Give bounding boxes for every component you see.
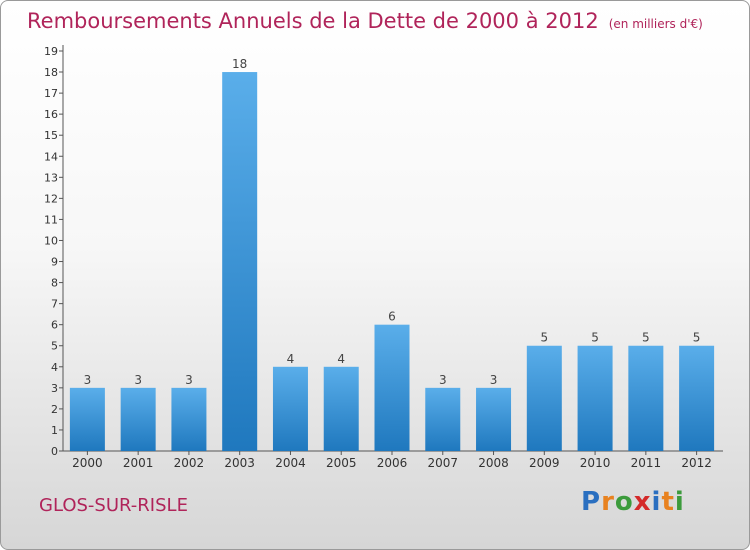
y-tick-label: 3 bbox=[51, 382, 58, 395]
x-tick-label: 2007 bbox=[427, 456, 458, 470]
bar-2011 bbox=[628, 345, 664, 451]
logo-letter: t bbox=[661, 487, 675, 517]
bar-value-label: 3 bbox=[490, 373, 498, 387]
x-tick-label: 2002 bbox=[174, 456, 205, 470]
y-tick-label: 0 bbox=[51, 445, 58, 458]
y-tick-label: 14 bbox=[44, 150, 58, 163]
x-tick-label: 2008 bbox=[478, 456, 509, 470]
bar-2009 bbox=[526, 345, 562, 451]
bar-value-label: 18 bbox=[232, 57, 247, 71]
bar-2005 bbox=[323, 366, 359, 451]
x-tick-label: 2000 bbox=[72, 456, 103, 470]
x-axis: 2000 2001 2002 2003 2004 2005 2006 2007 2008 2009… bbox=[63, 450, 723, 470]
logo-letter: x bbox=[633, 487, 652, 517]
bars: 3 3 3 18 4 4 6 3 3 5 5 5 5 bbox=[69, 57, 715, 451]
logo-letter: r bbox=[601, 487, 615, 517]
chart-title: Remboursements Annuels de la Dette de 20… bbox=[27, 9, 703, 33]
bar-2012 bbox=[679, 345, 715, 451]
y-tick-label: 5 bbox=[51, 340, 58, 353]
bar-value-label: 5 bbox=[591, 331, 599, 345]
y-tick-label: 11 bbox=[44, 213, 58, 226]
y-tick-label: 1 bbox=[51, 424, 58, 437]
logo-letter: o bbox=[614, 487, 634, 517]
x-tick-label: 2004 bbox=[275, 456, 306, 470]
y-tick-label: 7 bbox=[51, 298, 58, 311]
logo-letter: i bbox=[674, 487, 685, 517]
y-tick-label: 15 bbox=[44, 129, 58, 142]
bar-2003 bbox=[222, 72, 258, 451]
y-tick-label: 16 bbox=[44, 108, 58, 121]
x-tick-label: 2009 bbox=[529, 456, 560, 470]
bar-value-label: 6 bbox=[388, 310, 396, 324]
bar-value-label: 4 bbox=[337, 352, 345, 366]
bar-2000 bbox=[69, 387, 105, 451]
y-tick-label: 10 bbox=[44, 234, 58, 247]
bar-value-label: 3 bbox=[134, 373, 142, 387]
bar-value-label: 3 bbox=[84, 373, 92, 387]
y-tick-label: 2 bbox=[51, 403, 58, 416]
bar-value-label: 5 bbox=[693, 331, 701, 345]
y-tick-label: 8 bbox=[51, 277, 58, 290]
logo-letter: i bbox=[651, 487, 662, 517]
y-tick-label: 12 bbox=[44, 192, 58, 205]
bar-value-label: 5 bbox=[540, 331, 548, 345]
x-tick-label: 2006 bbox=[377, 456, 408, 470]
y-tick-label: 4 bbox=[51, 361, 58, 374]
x-tick-label: 2012 bbox=[681, 456, 712, 470]
bar-2007 bbox=[425, 387, 461, 451]
x-tick-label: 2001 bbox=[123, 456, 154, 470]
bar-value-label: 3 bbox=[185, 373, 193, 387]
y-tick-label: 18 bbox=[44, 66, 58, 79]
y-tick-label: 19 bbox=[44, 45, 58, 58]
bar-value-label: 3 bbox=[439, 373, 447, 387]
bar-2002 bbox=[171, 387, 207, 451]
bar-2006 bbox=[374, 324, 410, 451]
x-tick-label: 2011 bbox=[631, 456, 662, 470]
x-tick-label: 2010 bbox=[580, 456, 611, 470]
proxiti-logo[interactable]: Proxiti bbox=[581, 487, 685, 517]
bar-2010 bbox=[577, 345, 613, 451]
bar-2008 bbox=[476, 387, 512, 451]
bar-2004 bbox=[272, 366, 308, 451]
bar-value-label: 5 bbox=[642, 331, 650, 345]
y-tick-label: 6 bbox=[51, 319, 58, 332]
x-tick-label: 2005 bbox=[326, 456, 357, 470]
commune-name: GLOS-SUR-RISLE bbox=[39, 495, 188, 516]
y-tick-label: 9 bbox=[51, 256, 58, 269]
bar-value-label: 4 bbox=[287, 352, 295, 366]
bar-2001 bbox=[120, 387, 156, 451]
x-tick-label: 2003 bbox=[224, 456, 255, 470]
logo-letter: P bbox=[581, 487, 602, 517]
y-tick-label: 13 bbox=[44, 171, 58, 184]
y-tick-label: 17 bbox=[44, 87, 58, 100]
chart-title-text: Remboursements Annuels de la Dette de 20… bbox=[27, 9, 599, 33]
chart-subtitle: (en milliers d'€) bbox=[608, 17, 703, 31]
